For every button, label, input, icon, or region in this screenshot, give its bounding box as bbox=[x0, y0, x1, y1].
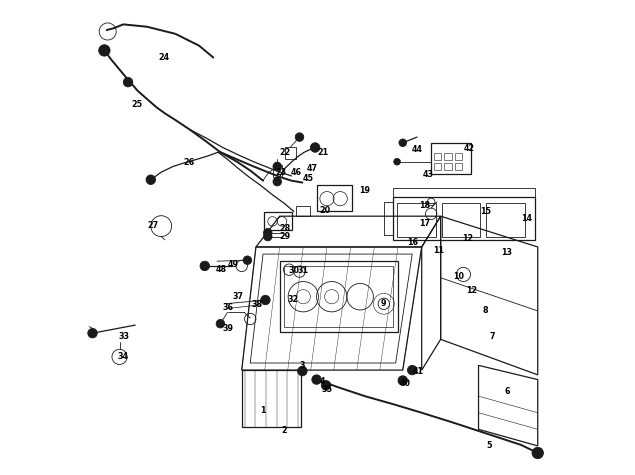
Text: 46: 46 bbox=[291, 168, 302, 177]
Text: 10: 10 bbox=[453, 272, 464, 281]
Text: 23: 23 bbox=[275, 168, 286, 177]
Text: 12: 12 bbox=[466, 286, 478, 295]
Circle shape bbox=[398, 376, 408, 385]
Text: 29: 29 bbox=[280, 232, 291, 241]
Text: 36: 36 bbox=[222, 303, 233, 312]
Bar bbox=[264, 212, 292, 230]
Bar bbox=[279, 261, 398, 332]
Text: 27: 27 bbox=[147, 221, 158, 230]
Bar bbox=[434, 163, 441, 170]
Circle shape bbox=[298, 366, 307, 376]
Text: 43: 43 bbox=[423, 170, 434, 179]
Text: 25: 25 bbox=[131, 100, 142, 109]
Bar bbox=[455, 163, 462, 170]
Text: 20: 20 bbox=[319, 206, 330, 215]
Text: 44: 44 bbox=[411, 145, 422, 154]
Text: 12: 12 bbox=[462, 234, 474, 243]
Text: 21: 21 bbox=[318, 148, 329, 157]
Text: 11: 11 bbox=[433, 246, 444, 255]
Text: 14: 14 bbox=[521, 214, 532, 223]
Text: 40: 40 bbox=[399, 379, 411, 388]
Bar bbox=[434, 153, 441, 160]
Circle shape bbox=[394, 158, 401, 165]
Text: 24: 24 bbox=[158, 53, 169, 62]
Text: 38: 38 bbox=[251, 300, 262, 309]
Text: 7: 7 bbox=[489, 332, 495, 342]
Text: 31: 31 bbox=[298, 266, 309, 275]
Text: 13: 13 bbox=[502, 248, 512, 257]
Text: 9: 9 bbox=[381, 299, 387, 308]
Circle shape bbox=[200, 261, 210, 271]
Circle shape bbox=[311, 143, 320, 152]
Text: 1: 1 bbox=[260, 406, 266, 415]
Text: 17: 17 bbox=[419, 219, 430, 228]
Text: 5: 5 bbox=[486, 441, 491, 450]
Text: 35: 35 bbox=[321, 385, 333, 394]
Text: 41: 41 bbox=[412, 367, 424, 376]
Text: 19: 19 bbox=[359, 186, 370, 195]
Text: 32: 32 bbox=[287, 294, 298, 304]
Text: 8: 8 bbox=[483, 306, 488, 315]
Bar bbox=[296, 206, 311, 216]
Bar bbox=[431, 143, 471, 173]
Circle shape bbox=[273, 162, 281, 171]
Circle shape bbox=[260, 295, 270, 305]
Circle shape bbox=[273, 177, 281, 186]
Text: 16: 16 bbox=[407, 238, 418, 247]
Text: 15: 15 bbox=[480, 207, 491, 216]
Circle shape bbox=[264, 228, 272, 237]
Circle shape bbox=[408, 365, 417, 375]
Circle shape bbox=[532, 447, 544, 459]
Bar bbox=[444, 163, 451, 170]
Circle shape bbox=[243, 256, 251, 265]
Circle shape bbox=[88, 328, 97, 338]
Text: 2: 2 bbox=[281, 426, 287, 435]
Bar bbox=[284, 266, 393, 327]
Text: 28: 28 bbox=[279, 224, 291, 233]
Text: 37: 37 bbox=[232, 292, 243, 301]
Circle shape bbox=[146, 175, 156, 184]
Text: 33: 33 bbox=[119, 332, 130, 342]
Circle shape bbox=[123, 77, 133, 87]
Text: 3: 3 bbox=[300, 361, 305, 370]
Text: 6: 6 bbox=[504, 387, 510, 396]
Circle shape bbox=[399, 139, 406, 147]
Bar bbox=[272, 165, 282, 177]
Circle shape bbox=[216, 319, 225, 328]
Bar bbox=[444, 153, 451, 160]
Text: 45: 45 bbox=[302, 174, 314, 183]
Text: 39: 39 bbox=[223, 324, 234, 333]
Bar bbox=[486, 203, 525, 237]
Text: 34: 34 bbox=[118, 352, 129, 361]
Circle shape bbox=[264, 232, 272, 241]
Bar bbox=[317, 185, 352, 211]
Bar bbox=[455, 153, 462, 160]
Text: 42: 42 bbox=[464, 144, 474, 153]
Text: 22: 22 bbox=[279, 148, 291, 157]
Text: 49: 49 bbox=[228, 260, 239, 269]
Text: 18: 18 bbox=[419, 201, 430, 210]
Text: 47: 47 bbox=[306, 164, 318, 173]
Circle shape bbox=[321, 380, 331, 390]
Text: 26: 26 bbox=[183, 158, 194, 167]
Bar bbox=[441, 203, 481, 237]
Circle shape bbox=[312, 375, 321, 384]
Bar bbox=[285, 147, 296, 159]
Text: 4: 4 bbox=[319, 377, 325, 386]
Circle shape bbox=[295, 133, 304, 142]
Text: 48: 48 bbox=[215, 265, 227, 274]
Circle shape bbox=[98, 45, 110, 56]
Text: 30: 30 bbox=[288, 266, 299, 275]
Bar bbox=[397, 203, 436, 237]
